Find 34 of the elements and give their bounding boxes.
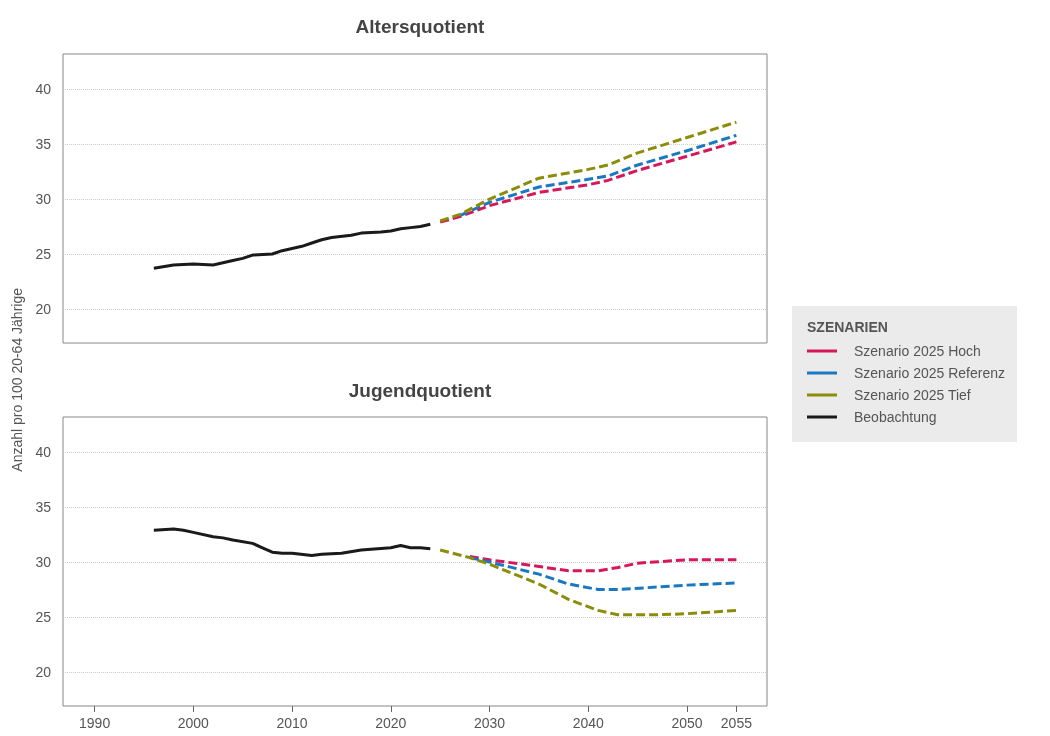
line-series bbox=[152, 222, 432, 270]
y-tick-label: 40 bbox=[35, 81, 52, 98]
y-tick-label: 30 bbox=[35, 191, 52, 208]
legend-title: SZENARIEN bbox=[807, 319, 888, 335]
y-axis-title: Anzahl pro 100 20-64 Jährige bbox=[9, 287, 25, 472]
line-series bbox=[438, 548, 738, 617]
line-series bbox=[438, 120, 738, 223]
y-tick-label: 35 bbox=[35, 136, 52, 153]
line-series bbox=[468, 556, 738, 592]
x-tick-label: 2020 bbox=[375, 715, 407, 731]
x-tick-label: 2000 bbox=[177, 715, 210, 731]
y-tick-label: 35 bbox=[35, 499, 52, 516]
line-series bbox=[458, 133, 738, 218]
legend-label: Szenario 2025 Tief bbox=[854, 387, 971, 403]
x-tick-label: 1990 bbox=[79, 715, 111, 731]
legend-label: Szenario 2025 Hoch bbox=[854, 343, 981, 359]
line-series bbox=[152, 527, 432, 557]
x-tick-label: 2050 bbox=[671, 715, 703, 731]
legend-label: Szenario 2025 Referenz bbox=[854, 365, 1005, 381]
line-series bbox=[438, 140, 738, 224]
x-tick-label: 2030 bbox=[473, 715, 506, 731]
y-tick-label: 20 bbox=[35, 663, 52, 680]
y-tick-label: 25 bbox=[35, 245, 52, 262]
y-tick-label: 25 bbox=[35, 608, 52, 625]
chart-title: Altersquotient bbox=[355, 16, 486, 37]
line-series bbox=[468, 555, 738, 573]
chart-title: Jugendquotient bbox=[348, 380, 492, 401]
legend-label: Beobachtung bbox=[854, 409, 937, 425]
x-tick-label: 2055 bbox=[720, 715, 753, 731]
y-tick-label: 30 bbox=[35, 554, 52, 571]
x-tick-label: 2040 bbox=[572, 715, 605, 731]
y-tick-label: 40 bbox=[35, 444, 52, 461]
y-tick-label: 20 bbox=[35, 300, 52, 317]
x-tick-label: 2010 bbox=[276, 715, 308, 731]
